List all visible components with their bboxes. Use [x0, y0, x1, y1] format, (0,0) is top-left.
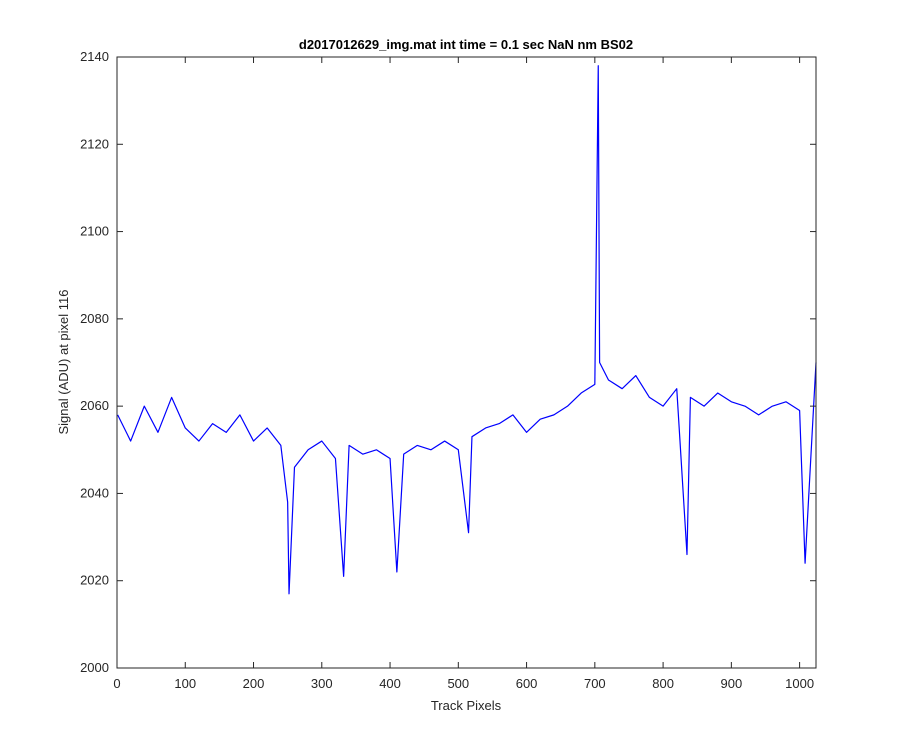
plot-box	[116, 56, 817, 669]
x-tick-label: 900	[721, 676, 743, 691]
x-tick-label: 200	[243, 676, 265, 691]
x-axis-label: Track Pixels	[431, 698, 502, 713]
x-tick-label: 400	[379, 676, 401, 691]
y-tick-label: 2000	[80, 660, 109, 675]
series-group	[117, 65, 817, 595]
x-tick-label: 600	[516, 676, 538, 691]
y-tick-label: 2080	[80, 311, 109, 326]
y-axis-label: Signal (ADU) at pixel 116	[56, 290, 71, 435]
plot-area	[116, 56, 817, 669]
y-tick-label: 2060	[80, 398, 109, 413]
series-line	[117, 65, 817, 595]
x-tick-label: 100	[174, 676, 196, 691]
y-ticks: 2000 2020 2040 2060 2080 2100 2120 2140	[80, 49, 816, 675]
x-tick-label: 800	[652, 676, 674, 691]
x-tick-label: 700	[584, 676, 606, 691]
x-tick-label: 0	[113, 676, 120, 691]
x-tick-label: 500	[447, 676, 469, 691]
y-tick-label: 2120	[80, 136, 109, 151]
x-ticks: 0 100 200 300 400 500 600 700 800 900 1000	[113, 57, 814, 691]
y-tick-label: 2020	[80, 573, 109, 588]
x-tick-label: 1000	[785, 676, 814, 691]
y-tick-label: 2140	[80, 49, 109, 64]
plot-background	[117, 57, 816, 668]
chart-title: d2017012629_img.mat int time = 0.1 sec N…	[299, 37, 633, 52]
y-tick-label: 2100	[80, 224, 109, 239]
x-tick-label: 300	[311, 676, 333, 691]
y-tick-label: 2040	[80, 485, 109, 500]
